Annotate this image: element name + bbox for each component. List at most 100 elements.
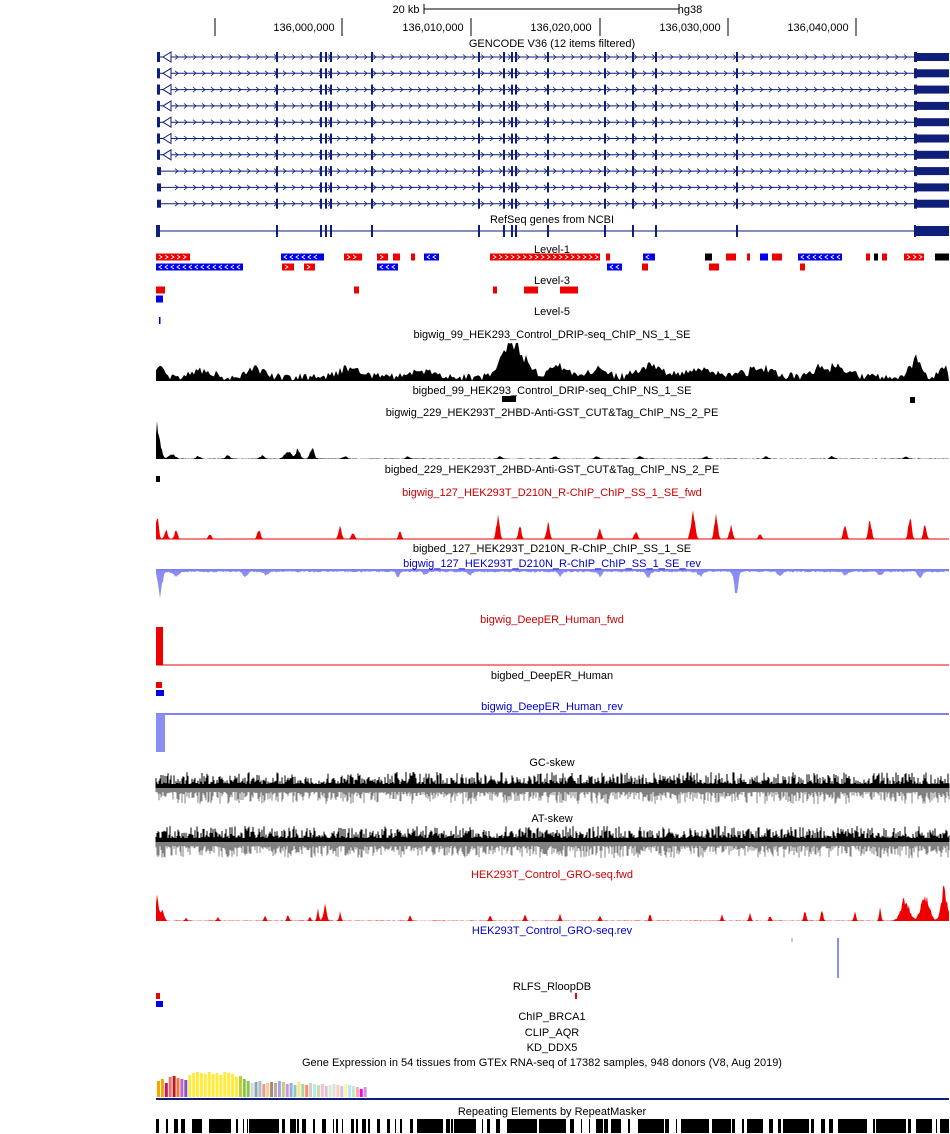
strand-arrow (606, 54, 611, 60)
strand-arrow (354, 168, 359, 174)
bigbed-99-track[interactable] (502, 396, 915, 403)
gro-rev-label: HEK293T_Control_GRO-seq.rev (472, 925, 633, 937)
strand-arrow (182, 264, 187, 270)
strand-arrow (498, 119, 503, 126)
strand-arrow (228, 86, 233, 93)
strand-arrow (597, 184, 602, 191)
strand-arrow (480, 70, 485, 77)
gro-fwd-signal[interactable] (156, 885, 949, 921)
strand-arrow (903, 103, 908, 109)
strand-arrow (291, 86, 296, 93)
exon (325, 198, 327, 209)
strand-arrow (696, 70, 701, 77)
exon (655, 133, 657, 144)
deeper-rev-signal[interactable] (156, 713, 949, 752)
strand-arrow (714, 168, 719, 174)
at-skew-signal[interactable] (155, 826, 950, 858)
strand-arrow (176, 264, 181, 270)
gencode-track[interactable] (157, 51, 949, 209)
strand-arrow (435, 119, 440, 126)
strand-arrow (660, 200, 665, 207)
gro-rev-signal[interactable] (791, 938, 839, 978)
repeat-element (302, 1119, 306, 1133)
strand-arrow (372, 200, 377, 207)
strand-arrow (210, 70, 215, 77)
level1-track[interactable] (156, 253, 949, 271)
exon (478, 100, 480, 111)
strand-arrow (435, 54, 440, 60)
strand-arrow (230, 264, 235, 270)
strand-arrow (768, 135, 773, 142)
strand-arrow (786, 184, 791, 191)
strand-arrow (678, 70, 683, 77)
strand-arrow (750, 184, 755, 191)
strand-arrow (246, 200, 251, 207)
level5-track[interactable] (159, 317, 161, 324)
bigwig-127-fwd-signal[interactable] (156, 510, 949, 540)
strand-arrow (219, 70, 224, 77)
exon (632, 117, 634, 128)
strand-arrow (822, 54, 827, 60)
bigwig-99-signal[interactable] (156, 343, 949, 381)
deeper-bed-track[interactable] (156, 682, 164, 696)
strand-arrow (804, 103, 809, 109)
strand-arrow (417, 168, 422, 174)
exon (547, 117, 549, 128)
bigbed-229-track[interactable] (156, 476, 160, 482)
bigwig-127-rev-signal[interactable] (156, 569, 949, 599)
repeat-element (451, 1119, 453, 1133)
strand-arrow (723, 119, 728, 126)
strand-arrow (669, 151, 674, 158)
base-position-ruler[interactable]: 20 kb hg38 136,000,000 136,010,000 136,0… (214, 4, 857, 36)
rlfs-feature (575, 993, 577, 999)
exon (515, 149, 517, 160)
strand-arrow (831, 151, 836, 158)
deeper-fwd-signal[interactable] (156, 627, 949, 666)
strand-arrow (381, 135, 386, 142)
gtex-expression-bars[interactable] (156, 1072, 949, 1100)
strand-arrow (534, 151, 539, 158)
exon (320, 100, 322, 111)
strand-arrow (552, 86, 557, 93)
strand-arrow (885, 168, 890, 174)
repeat-element (297, 1119, 299, 1133)
strand-arrow (372, 119, 377, 126)
gtex-tissue-bar (328, 1085, 332, 1097)
strand-arrow (363, 135, 368, 142)
strand-arrow (210, 151, 215, 158)
strand-arrow (624, 151, 629, 158)
strand-arrow (489, 184, 494, 191)
exon (503, 117, 505, 128)
strand-arrow (831, 103, 836, 109)
level3-track[interactable] (156, 286, 578, 303)
strand-arrow (453, 86, 458, 93)
exon (515, 100, 517, 111)
gtex-tissue-bar (274, 1083, 277, 1097)
exon (157, 84, 159, 95)
strand-arrow (813, 70, 818, 77)
gc-skew-signal[interactable] (155, 772, 950, 804)
refseq-track[interactable] (156, 225, 949, 237)
rlfs-track[interactable] (156, 993, 577, 1007)
strand-arrow (570, 86, 575, 93)
exon (736, 166, 738, 177)
repeat-element (581, 1119, 582, 1133)
strand-arrow (606, 168, 611, 174)
repeat-element (336, 1119, 338, 1133)
strand-arrow (300, 184, 305, 191)
exon (547, 198, 549, 209)
strand-arrow (696, 119, 701, 126)
strand-arrow (813, 119, 818, 126)
strand-arrow (606, 200, 611, 207)
strand-arrow (840, 70, 845, 77)
bigwig-229-signal[interactable] (156, 420, 949, 459)
strand-arrow (687, 103, 692, 109)
strand-arrow (867, 70, 872, 77)
repeatmasker-track[interactable] (156, 1119, 949, 1133)
strand-arrow (237, 54, 242, 60)
strand-arrow (831, 135, 836, 142)
strand-arrow (480, 168, 485, 174)
strand-arrow (741, 54, 746, 60)
